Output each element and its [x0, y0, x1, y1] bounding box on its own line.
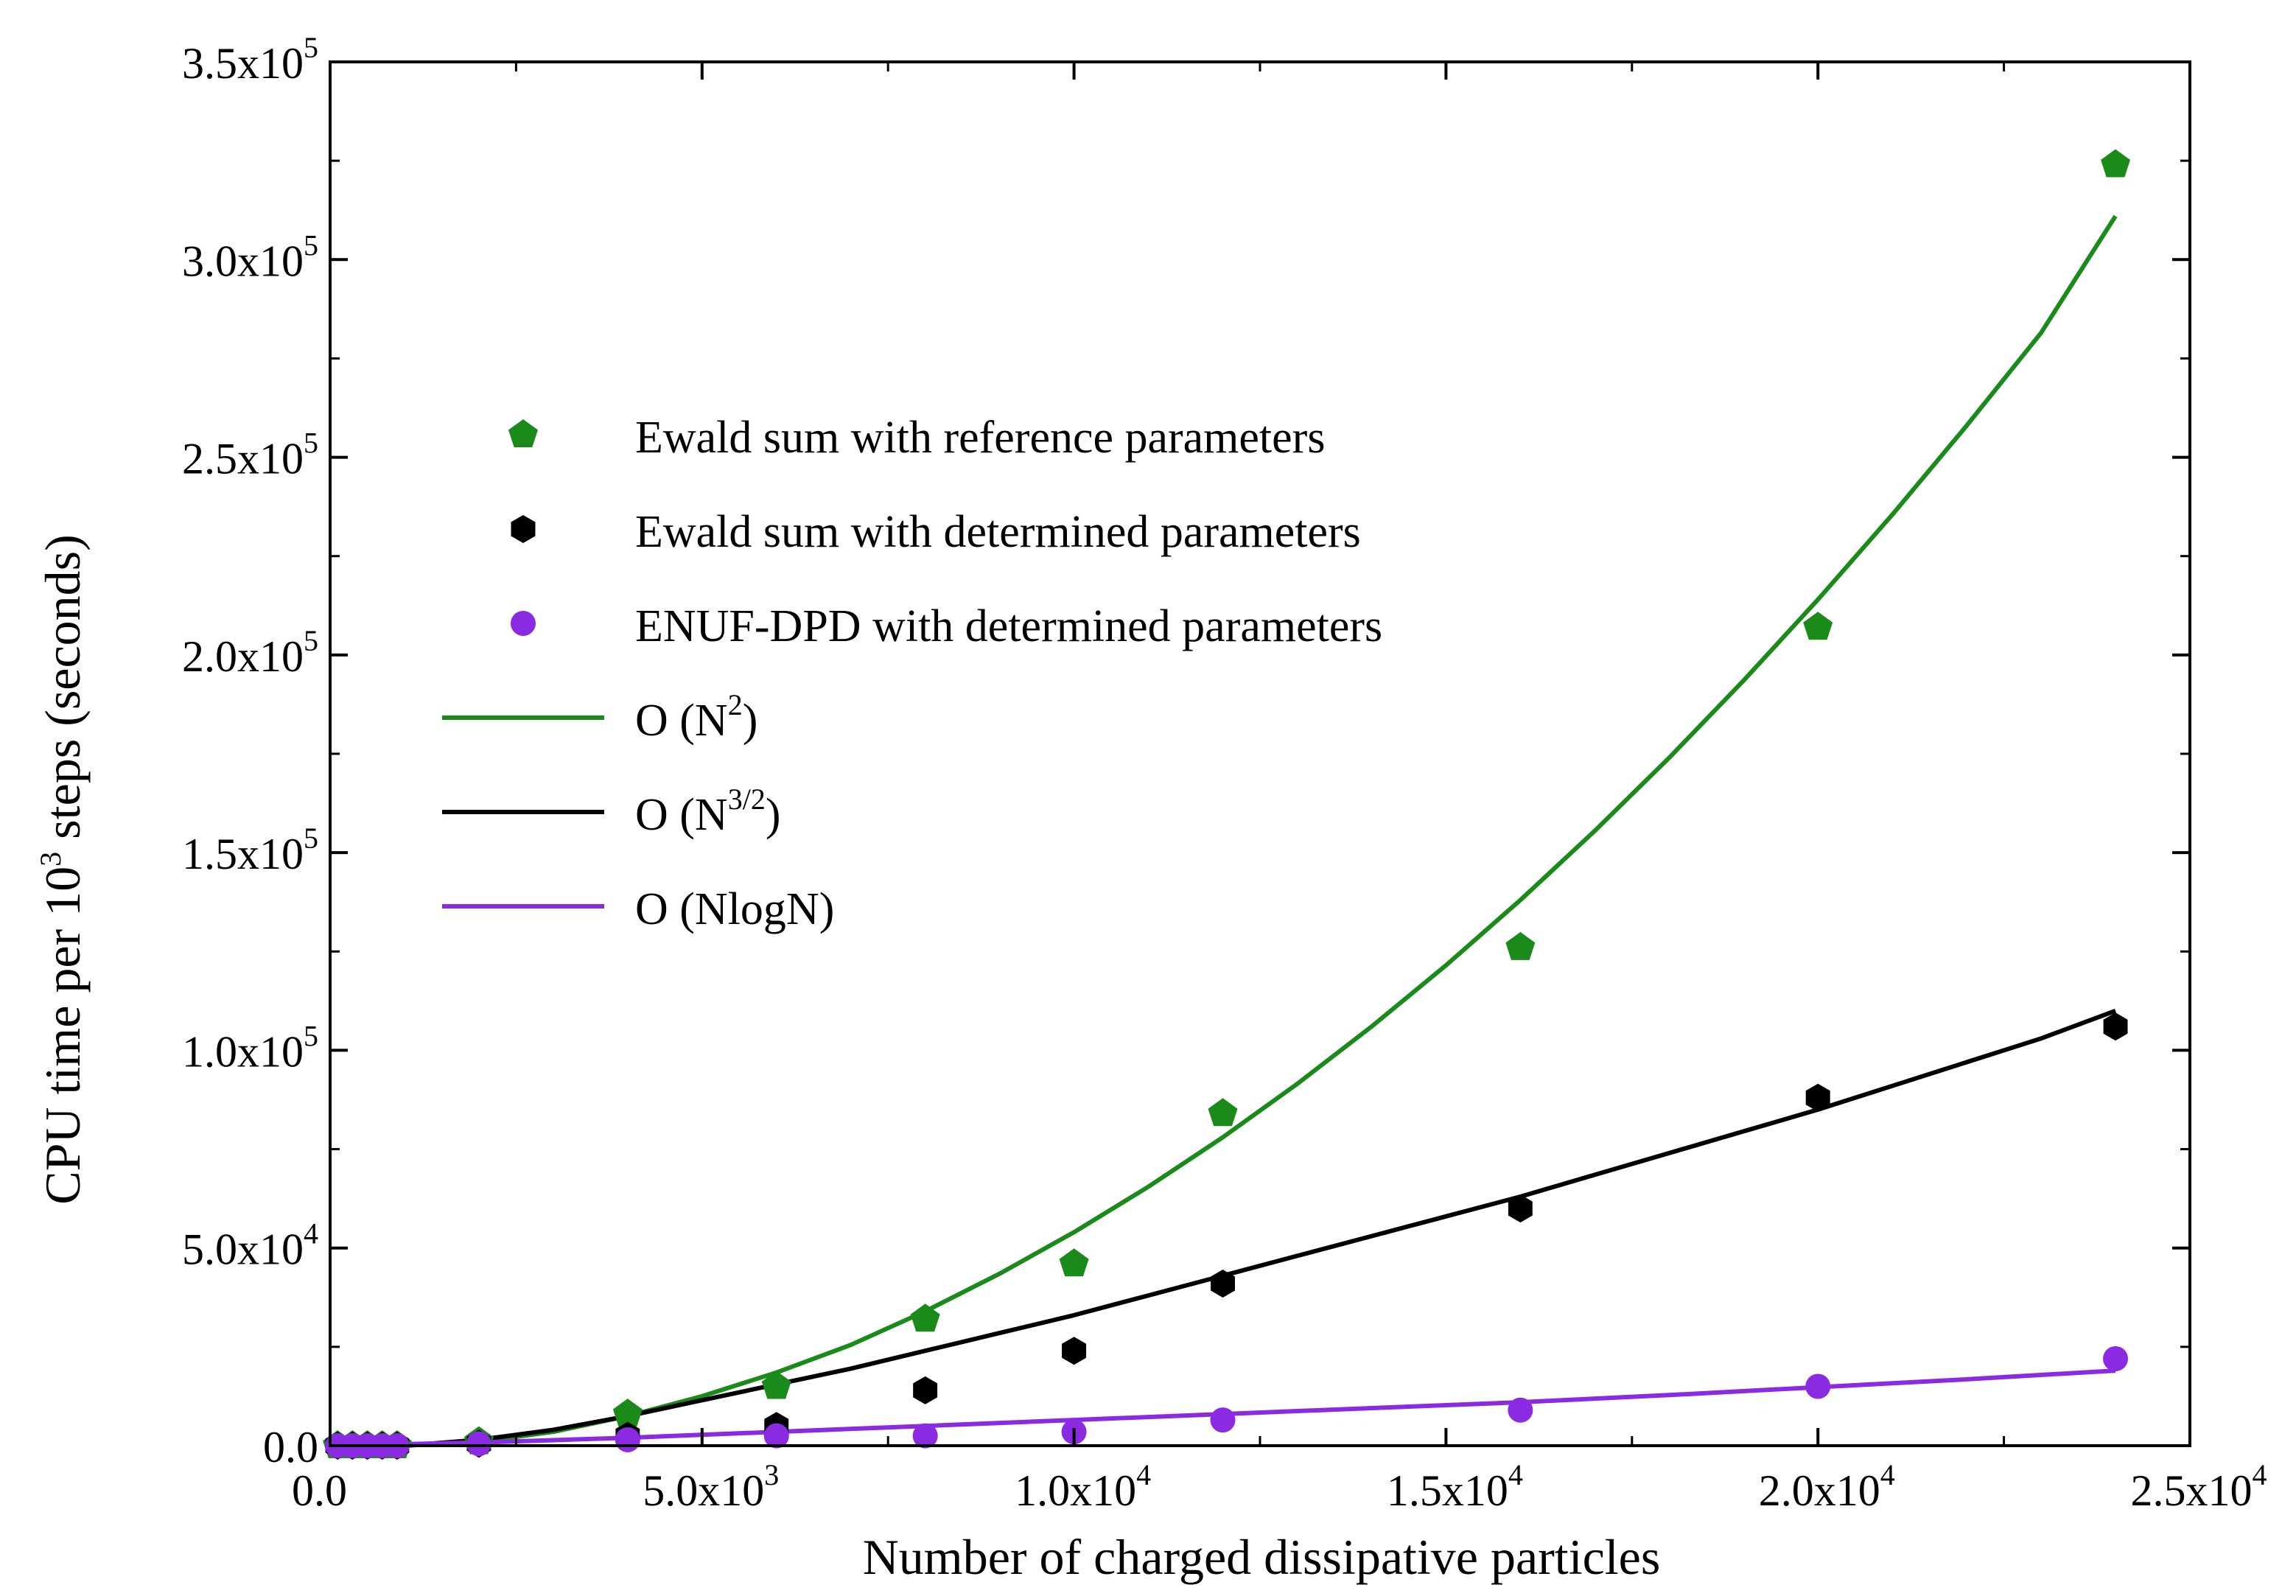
legend-item-1: Ewald sum with reference parameters: [508, 413, 1325, 463]
legend-label: ENUF-DPD with determined parameters: [635, 601, 1382, 651]
data-point: [913, 1376, 938, 1404]
y-tick-label: 3.5x105: [182, 31, 318, 88]
y-axis-title: CPU time per 103 steps (seconds): [34, 534, 91, 1205]
series-points-1: [323, 149, 2130, 1458]
x-tick-label: 1.5x104: [1387, 1458, 1523, 1515]
legend-label: Ewald sum with determined parameters: [635, 507, 1361, 557]
tick-labels-layer: 0.0 5.0x103 1.0x104 1.5x104 2.0x104 2.5x104 0.…: [182, 31, 2267, 1515]
data-point: [763, 1423, 789, 1449]
y-tick-label: 1.5x105: [182, 822, 318, 878]
x-tick-label: 2.0x104: [1759, 1458, 1895, 1515]
data-point: [2101, 149, 2130, 178]
data-point: [1211, 1270, 1235, 1298]
data-point: [1210, 1407, 1236, 1433]
legend-marker: [508, 419, 538, 447]
y-tick-label: 2.5x105: [182, 427, 318, 483]
series-line-2: [330, 1008, 2117, 1448]
data-point: [1508, 1397, 1533, 1423]
data-point: [1508, 1194, 1533, 1223]
data-point: [912, 1423, 938, 1449]
series-points-2: [325, 1012, 2128, 1460]
data-layer: [323, 149, 2130, 1460]
series-points-3: [325, 1345, 2129, 1458]
x-tick-label: 5.0x103: [643, 1458, 779, 1515]
y-tick-label: 2.0x105: [182, 624, 318, 681]
data-point: [1208, 1098, 1238, 1127]
data-point: [2103, 1345, 2129, 1371]
data-point: [1805, 1083, 1830, 1112]
legend-item-5: O (N3/2): [442, 783, 780, 840]
x-axis-title: Number of charged dissipative particles: [863, 1529, 1661, 1585]
data-point: [910, 1303, 940, 1332]
y-tick-label: 5.0x104: [182, 1217, 318, 1274]
data-point: [1505, 931, 1536, 960]
legend-label: O (NlogN): [635, 884, 834, 934]
series-line-1: [330, 214, 2118, 1448]
data-point: [1805, 1373, 1831, 1399]
legend: Ewald sum with reference parameters Ewald…: [442, 413, 1382, 934]
data-point: [761, 1371, 791, 1399]
ticks-layer: [329, 60, 2191, 1447]
data-point: [615, 1427, 640, 1452]
data-point: [1803, 612, 1833, 640]
plot-frame: [329, 60, 2191, 1447]
legend-label: O (N2): [635, 688, 757, 746]
legend-item-3: ENUF-DPD with determined parameters: [511, 601, 1382, 651]
y-axis-title-tail: steps (seconds): [35, 534, 91, 852]
legend-item-6: O (NlogN): [442, 884, 834, 934]
data-point: [466, 1431, 491, 1457]
data-point: [1062, 1337, 1087, 1365]
y-tick-label: 0.0: [263, 1423, 318, 1471]
data-point: [612, 1399, 643, 1427]
y-tick-label: 3.0x105: [182, 228, 318, 285]
x-tick-label: 0.0: [292, 1466, 347, 1515]
y-tick-label: 1.0x105: [182, 1019, 318, 1076]
data-point: [2103, 1012, 2128, 1041]
legend-label: Ewald sum with reference parameters: [635, 413, 1325, 463]
legend-label: O (N3/2): [635, 783, 780, 840]
legend-item-4: O (N2): [442, 688, 757, 746]
x-tick-label: 2.5x104: [2131, 1458, 2267, 1515]
legend-marker: [511, 515, 536, 543]
legend-item-2: Ewald sum with determined parameters: [511, 507, 1361, 557]
legend-marker: [511, 611, 536, 636]
data-point: [1059, 1248, 1089, 1277]
x-tick-label: 1.0x104: [1015, 1458, 1151, 1515]
y-axis-title-exponent: 3: [34, 852, 67, 867]
y-axis-title-main: CPU time per 10: [35, 867, 91, 1205]
